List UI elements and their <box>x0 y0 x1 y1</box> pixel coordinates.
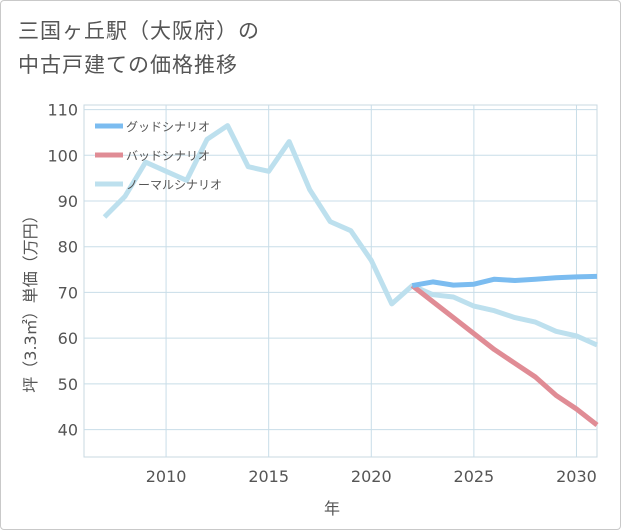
x-tick-label-2025: 2025 <box>454 467 495 486</box>
legend-label-0: グッドシナリオ <box>126 120 210 134</box>
series-line-2 <box>102 123 599 348</box>
series-lines <box>102 123 599 427</box>
y-tick-label-50: 50 <box>58 375 78 394</box>
legend-label-1: バッドシナリオ <box>126 149 210 163</box>
y-tick-label-90: 90 <box>58 192 78 211</box>
x-tick-label-2020: 2020 <box>351 467 392 486</box>
x-tick-label-2010: 2010 <box>146 467 187 486</box>
x-tick-label-2030: 2030 <box>556 467 597 486</box>
legend-label-2: ノーマルシナリオ <box>126 178 222 192</box>
chart-title-line-2: 中古戸建ての価格推移 <box>18 53 238 77</box>
y-tick-label-40: 40 <box>58 421 78 440</box>
tick-labels: 2010 2015 2020 2025 2030 40 50 60 70 80 90 100 110 <box>47 101 596 486</box>
chart-title-line-1: 三国ヶ丘駅（大阪府）の <box>18 19 260 43</box>
y-tick-label-60: 60 <box>58 329 78 348</box>
y-tick-label-70: 70 <box>58 283 78 302</box>
series-line-1 <box>410 283 599 427</box>
series-line-0 <box>411 273 598 289</box>
y-tick-label-100: 100 <box>47 146 78 165</box>
y-tick-label-110: 110 <box>47 101 78 120</box>
y-axis-label: 坪（3.3㎡）単価（万円） <box>21 207 40 392</box>
chart-title: 三国ヶ丘駅（大阪府）の 中古戸建ての価格推移 <box>18 14 260 82</box>
y-tick-label-80: 80 <box>58 238 78 257</box>
grid-lines <box>84 105 597 457</box>
x-tick-label-2015: 2015 <box>248 467 289 486</box>
x-axis-label: 年 <box>324 499 340 518</box>
